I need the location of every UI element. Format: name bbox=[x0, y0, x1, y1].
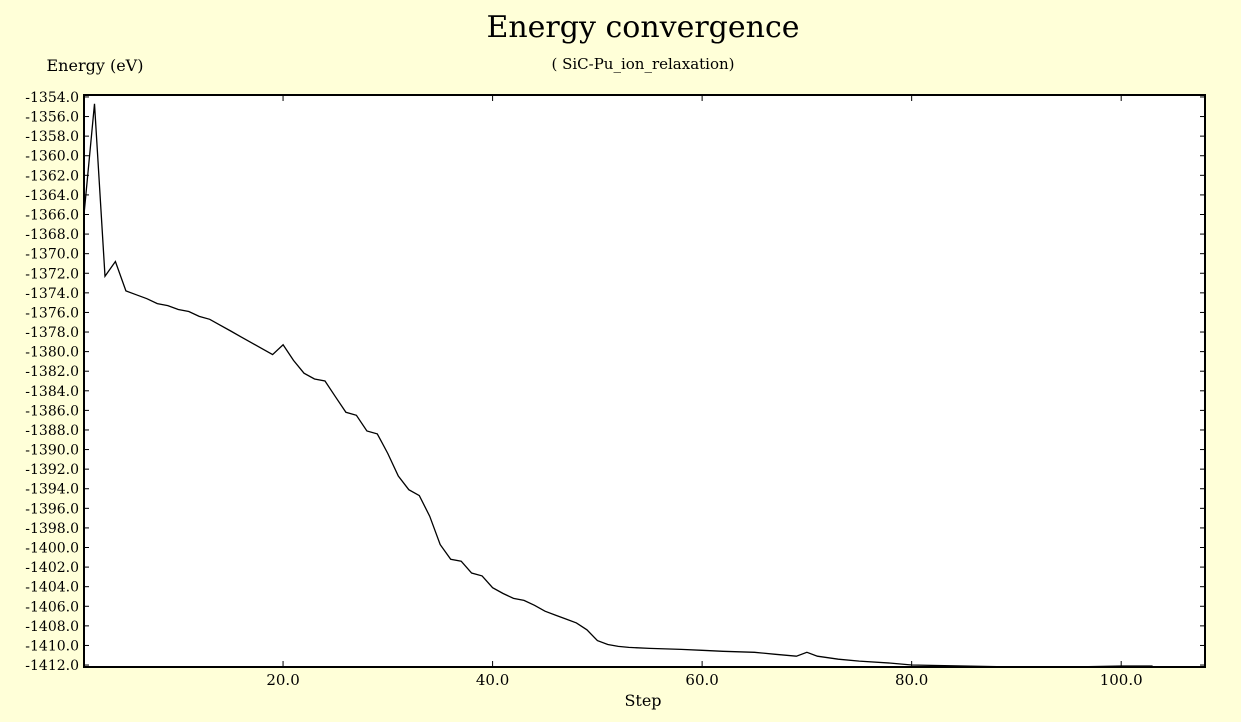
y-tick-label: -1396.0 bbox=[25, 501, 79, 517]
y-tick-label: -1386.0 bbox=[25, 403, 79, 419]
y-tick-label: -1412.0 bbox=[25, 658, 79, 674]
y-tick-label: -1374.0 bbox=[25, 286, 79, 302]
y-tick-label: -1356.0 bbox=[25, 110, 79, 126]
y-tick-label: -1400.0 bbox=[25, 541, 79, 557]
y-tick-label: -1404.0 bbox=[25, 580, 79, 596]
y-tick-label: -1370.0 bbox=[25, 247, 79, 263]
y-tick-label: -1366.0 bbox=[25, 207, 79, 223]
x-tick-label: 80.0 bbox=[895, 671, 928, 689]
y-tick-label: -1388.0 bbox=[25, 423, 79, 439]
y-tick-label: -1408.0 bbox=[25, 619, 79, 635]
plot-area bbox=[83, 94, 1206, 668]
y-tick-label: -1358.0 bbox=[25, 129, 79, 145]
x-tick-label: 60.0 bbox=[685, 671, 718, 689]
energy-series-line bbox=[83, 103, 1153, 668]
y-tick-label: -1380.0 bbox=[25, 345, 79, 361]
chart-title: Energy convergence bbox=[486, 10, 799, 45]
x-axis-label: Step bbox=[624, 691, 661, 710]
y-tick-label: -1406.0 bbox=[25, 599, 79, 615]
y-tick-label: -1364.0 bbox=[25, 188, 79, 204]
y-tick-label: -1382.0 bbox=[25, 364, 79, 380]
x-tick-label: 100.0 bbox=[1100, 671, 1143, 689]
chart-marks: -1354.0 -1356.0 -1358.0 -1360.0 -1362.0 -1364… bbox=[25, 90, 1205, 689]
chart-subtitle: ( SiC-Pu_ion_relaxation) bbox=[551, 55, 734, 73]
y-tick-label: -1372.0 bbox=[25, 266, 79, 282]
y-tick-label: -1398.0 bbox=[25, 521, 79, 537]
y-tick-label: -1390.0 bbox=[25, 443, 79, 459]
y-tick-label: -1362.0 bbox=[25, 168, 79, 184]
y-tick-label: -1354.0 bbox=[25, 90, 79, 106]
y-tick-label: -1376.0 bbox=[25, 305, 79, 321]
y-tick-label: -1392.0 bbox=[25, 462, 79, 478]
y-tick-label: -1384.0 bbox=[25, 384, 79, 400]
y-tick-label: -1394.0 bbox=[25, 482, 79, 498]
x-tick-label: 40.0 bbox=[476, 671, 509, 689]
y-tick-label: -1368.0 bbox=[25, 227, 79, 243]
y-tick-label: -1402.0 bbox=[25, 560, 79, 576]
y-tick-label: -1360.0 bbox=[25, 149, 79, 165]
y-axis-label: Energy (eV) bbox=[47, 56, 144, 75]
y-tick-label: -1378.0 bbox=[25, 325, 79, 341]
x-tick-label: 20.0 bbox=[266, 671, 299, 689]
y-tick-label: -1410.0 bbox=[25, 638, 79, 654]
